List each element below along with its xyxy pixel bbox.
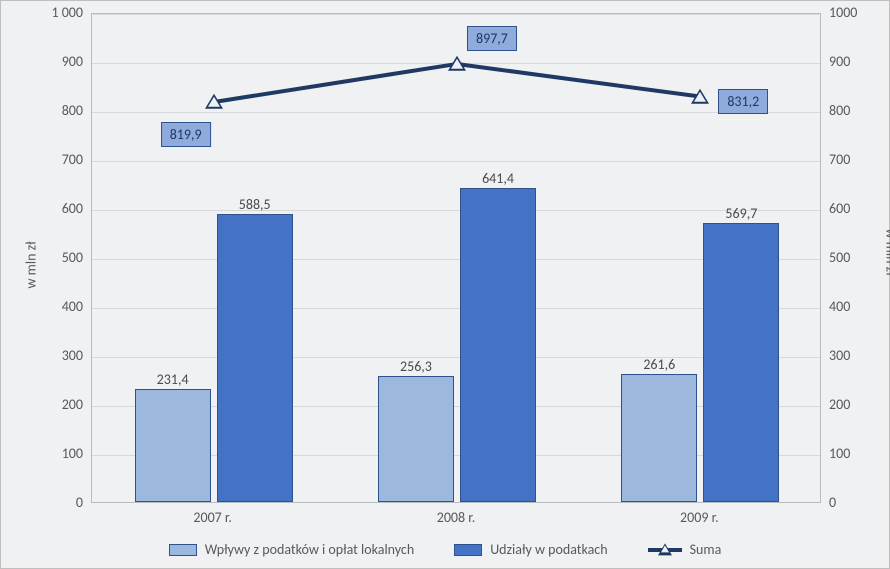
bar-local: [378, 376, 454, 502]
callout-sum: 819,9: [161, 122, 211, 147]
gridline: [92, 14, 820, 15]
x-tick-label: 2009 r.: [680, 509, 719, 526]
y-tick-left: 100: [31, 445, 83, 462]
legend-label-shares: Udziały w podatkach: [490, 541, 607, 558]
bar-label-shares: 588,5: [239, 196, 271, 213]
y-tick-right: 700: [829, 151, 850, 168]
y-tick-left: 700: [31, 151, 83, 168]
y-tick-right: 1000: [829, 4, 857, 21]
y-tick-right: 800: [829, 102, 850, 119]
callout-sum: 831,2: [718, 89, 768, 114]
callout-sum: 897,7: [467, 26, 517, 51]
y-tick-left: 500: [31, 249, 83, 266]
legend-label-sum: Suma: [690, 541, 722, 558]
line-segment-sum: [213, 62, 457, 104]
marker-sum: [691, 88, 709, 103]
legend-label-local: Wpływy z podatków i opłat lokalnych: [205, 541, 414, 558]
y-tick-right: 400: [829, 298, 850, 315]
legend-item-local: Wpływy z podatków i opłat lokalnych: [169, 541, 414, 558]
gridline: [92, 210, 820, 211]
y-tick-left: 800: [31, 102, 83, 119]
marker-sum: [205, 94, 223, 109]
y-tick-left: 1 000: [31, 4, 83, 21]
y-tick-left: 200: [31, 396, 83, 413]
tax-revenue-chart: 231,4 588,5 256,3 641,4 261,6 569,7 819,9 897,7…: [0, 0, 890, 569]
gridline: [92, 161, 820, 162]
gridline: [92, 112, 820, 113]
marker-sum: [448, 56, 466, 71]
legend: Wpływy z podatków i opłat lokalnych Udzi…: [1, 541, 889, 558]
legend-line-sum: [648, 548, 682, 552]
y-axis-title-right: w mln zł: [883, 229, 890, 289]
y-tick-left: 0: [31, 494, 83, 511]
bar-label-local: 231,4: [157, 371, 189, 388]
y-tick-right: 100: [829, 445, 850, 462]
y-tick-left: 900: [31, 53, 83, 70]
bar-label-local: 256,3: [400, 358, 432, 375]
bar-label-local: 261,6: [643, 356, 675, 373]
bar-local: [135, 389, 211, 502]
y-tick-right: 900: [829, 53, 850, 70]
bar-shares: [703, 223, 779, 502]
x-tick-label: 2007 r.: [193, 509, 232, 526]
y-tick-right: 600: [829, 200, 850, 217]
y-tick-right: 500: [829, 249, 850, 266]
y-tick-left: 600: [31, 200, 83, 217]
y-tick-right: 200: [829, 396, 850, 413]
y-tick-right: 0: [829, 494, 836, 511]
legend-swatch-local: [169, 544, 197, 556]
x-tick-label: 2008 r.: [437, 509, 476, 526]
y-tick-right: 300: [829, 347, 850, 364]
line-segment-sum: [457, 62, 701, 99]
legend-swatch-shares: [454, 544, 482, 556]
bar-label-shares: 641,4: [482, 170, 514, 187]
bar-shares: [460, 188, 536, 502]
y-tick-left: 400: [31, 298, 83, 315]
bar-shares: [217, 214, 293, 502]
bar-label-shares: 569,7: [725, 205, 757, 222]
legend-item-shares: Udziały w podatkach: [454, 541, 607, 558]
plot-area: 231,4 588,5 256,3 641,4 261,6 569,7 819,9 897,7…: [91, 13, 821, 503]
y-tick-left: 300: [31, 347, 83, 364]
legend-item-sum: Suma: [648, 541, 722, 558]
bar-local: [621, 374, 697, 502]
